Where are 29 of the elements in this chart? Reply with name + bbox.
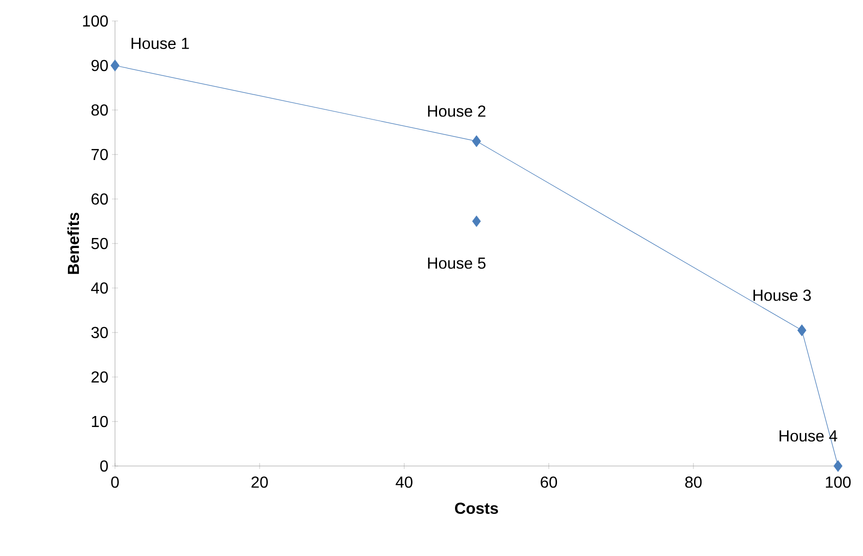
y-tick-label: 20 [92, 371, 108, 383]
y-tick-label: 10 [92, 416, 108, 428]
point [834, 460, 842, 472]
annotation: House 1 [132, 38, 189, 50]
y-tick-label: 100 [83, 15, 108, 27]
y-tick-label: 40 [91, 282, 108, 294]
y-tick-label: 80 [91, 104, 108, 116]
y-tick-label: 50 [91, 238, 108, 250]
point [472, 216, 481, 227]
annotation: House 4 [780, 430, 838, 442]
annotation: House 2 [428, 106, 486, 117]
y-tick-label: 0 [100, 460, 108, 472]
point [797, 324, 806, 336]
y-tick-label: 70 [92, 148, 108, 160]
y-tick-label: 30 [91, 326, 108, 338]
x-tick-label: 20 [252, 476, 268, 488]
x-axis-title: Costs [455, 502, 498, 514]
x-tick-label: 60 [540, 476, 558, 488]
y-tick-label: 60 [92, 193, 108, 205]
x-tick-label: 100 [826, 476, 851, 488]
x-tick-label: 80 [685, 476, 702, 488]
y-tick-label: 90 [92, 60, 108, 72]
annotation: House 3 [753, 290, 811, 301]
x-tick-label: 0 [111, 476, 119, 488]
point [472, 135, 481, 147]
annotation: House 5 [428, 258, 486, 269]
y-axis-title: Benefits [67, 212, 80, 274]
point [110, 60, 120, 72]
x-tick-label: 40 [396, 476, 412, 488]
